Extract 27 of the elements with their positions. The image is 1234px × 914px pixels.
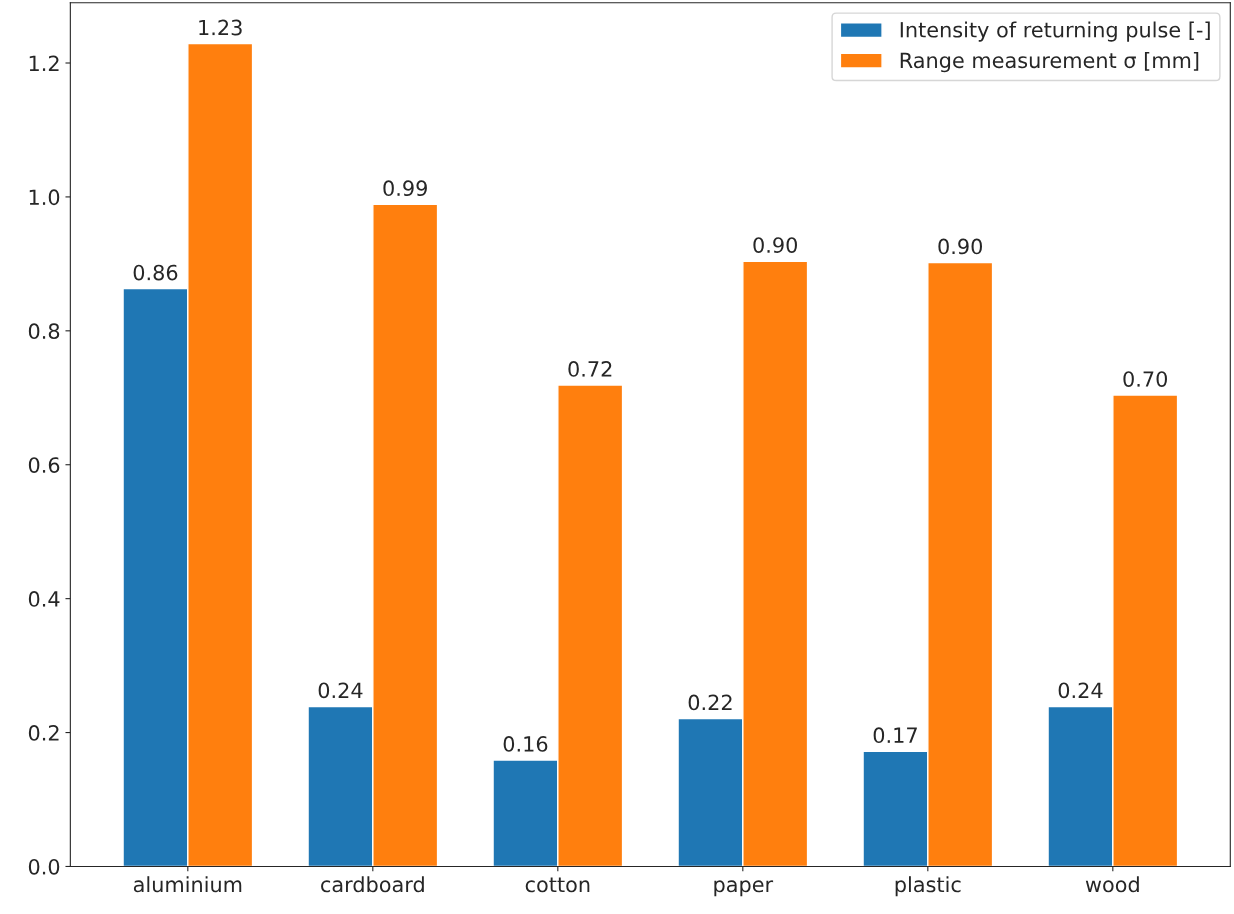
data-label: 0.16	[503, 736, 548, 752]
data-label: 0.22	[688, 694, 732, 711]
x-tick-label: plastic	[895, 876, 961, 897]
legend-label: Range measurement σ [mm]	[900, 52, 1199, 73]
data-label: 1.23	[199, 19, 242, 36]
data-label: 0.24	[318, 682, 363, 699]
y-tick-label: 1.2	[29, 55, 59, 71]
data-label: 0.90	[938, 238, 983, 255]
y-tick-label: 1.0	[29, 189, 60, 206]
legend-label: Intensity of returning pulse [-]	[900, 21, 1210, 42]
x-tick-label: cotton	[525, 877, 590, 893]
data-label: 0.24	[1058, 682, 1103, 699]
data-label: 0.72	[568, 361, 612, 377]
x-tick-label: wood	[1085, 876, 1139, 893]
data-label: 0.70	[1123, 371, 1168, 387]
x-tick-label: paper	[714, 880, 774, 897]
data-label: 0.99	[383, 180, 427, 197]
y-tick-label: 0.4	[28, 591, 60, 607]
y-tick-label: 0.6	[28, 457, 60, 473]
y-tick-label: 0.0	[28, 858, 60, 875]
data-label: 0.90	[753, 237, 797, 253]
x-tick-label: cardboard	[321, 876, 424, 893]
data-label: 0.17	[873, 727, 917, 744]
x-tick-label: aluminium	[133, 876, 242, 893]
y-tick-label: 0.8	[28, 323, 60, 340]
data-label: 0.86	[133, 264, 178, 281]
y-tick-label: 0.2	[28, 725, 59, 741]
